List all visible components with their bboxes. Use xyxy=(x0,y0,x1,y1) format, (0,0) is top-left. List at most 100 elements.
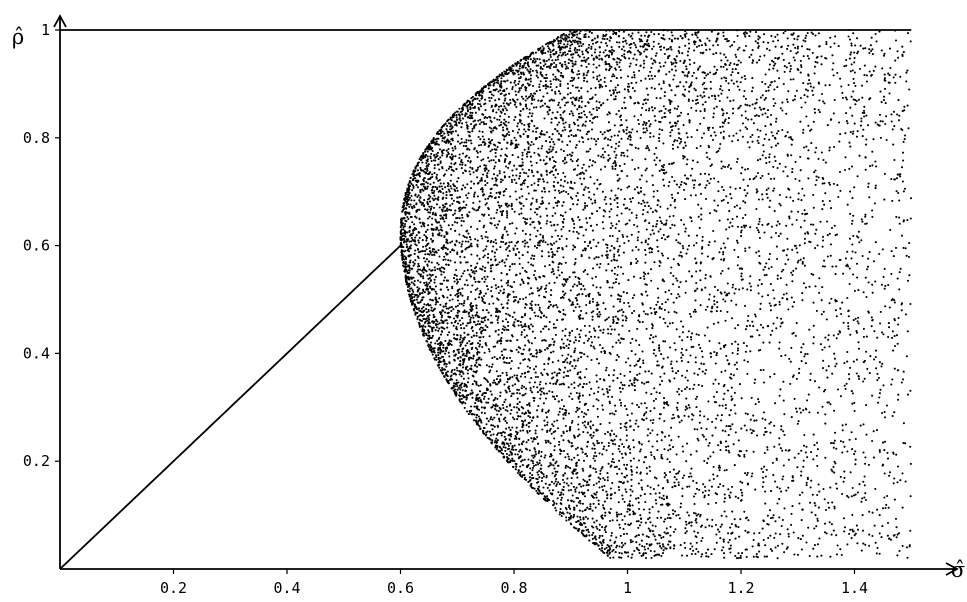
scatter-point xyxy=(487,420,490,423)
scatter-point xyxy=(832,62,835,65)
scatter-point xyxy=(731,140,734,143)
scatter-point xyxy=(906,104,909,107)
scatter-point xyxy=(731,510,734,513)
scatter-point xyxy=(445,371,448,374)
scatter-point xyxy=(846,122,849,125)
scatter-point xyxy=(799,120,802,123)
scatter-point xyxy=(476,365,479,368)
scatter-point xyxy=(619,534,622,537)
scatter-point xyxy=(583,353,586,356)
scatter-point xyxy=(669,534,672,537)
scatter-point xyxy=(831,265,834,268)
scatter-point xyxy=(576,520,579,523)
scatter-point xyxy=(619,422,622,425)
scatter-point xyxy=(709,164,712,168)
scatter-point xyxy=(881,362,884,365)
scatter-point xyxy=(728,538,731,541)
scatter-point xyxy=(686,74,689,77)
scatter-point xyxy=(658,159,661,162)
scatter-point xyxy=(640,40,644,43)
scatter-point xyxy=(566,67,570,70)
scatter-point xyxy=(787,535,790,538)
scatter-point xyxy=(768,68,771,71)
scatter-point xyxy=(833,460,836,463)
scatter-point xyxy=(462,377,465,380)
scatter-point xyxy=(786,248,789,251)
scatter-point xyxy=(452,149,455,152)
scatter-point xyxy=(893,367,896,370)
scatter-point xyxy=(725,112,728,115)
scatter-point xyxy=(658,128,661,131)
scatter-point xyxy=(463,299,466,303)
scatter-point xyxy=(612,305,615,308)
scatter-point xyxy=(495,441,498,444)
scatter-point xyxy=(475,359,478,362)
scatter-point xyxy=(618,459,621,462)
scatter-point xyxy=(769,283,772,286)
scatter-point xyxy=(575,40,578,43)
scatter-point xyxy=(406,216,409,219)
scatter-point xyxy=(497,204,501,207)
scatter-point xyxy=(544,80,547,83)
scatter-point xyxy=(508,222,511,225)
scatter-point xyxy=(631,158,634,162)
scatter-point xyxy=(909,217,912,220)
scatter-point xyxy=(565,516,568,519)
scatter-point xyxy=(812,86,815,89)
scatter-point xyxy=(589,505,592,508)
scatter-point xyxy=(883,410,886,414)
scatter-point xyxy=(602,227,605,230)
scatter-point xyxy=(602,393,605,396)
scatter-point xyxy=(846,543,849,546)
scatter-point xyxy=(841,91,844,94)
scatter-point xyxy=(605,449,608,452)
scatter-point xyxy=(427,324,430,327)
scatter-point xyxy=(423,250,427,253)
scatter-point xyxy=(707,457,710,460)
scatter-point xyxy=(853,57,856,60)
scatter-point xyxy=(520,86,523,90)
scatter-point xyxy=(638,543,641,546)
scatter-point xyxy=(768,422,771,425)
scatter-point xyxy=(449,250,452,254)
scatter-point xyxy=(520,387,523,390)
scatter-point xyxy=(524,99,527,102)
scatter-point xyxy=(884,284,887,287)
scatter-point xyxy=(434,329,437,332)
scatter-point xyxy=(421,319,424,322)
scatter-point xyxy=(905,546,909,549)
scatter-point xyxy=(451,369,454,372)
scatter-point xyxy=(599,469,602,472)
scatter-point xyxy=(602,328,605,331)
scatter-point xyxy=(456,251,459,254)
scatter-point xyxy=(581,317,584,320)
scatter-point xyxy=(417,279,420,282)
scatter-point xyxy=(575,36,578,39)
scatter-point xyxy=(700,207,703,210)
scatter-point xyxy=(407,269,410,272)
scatter-point xyxy=(673,224,676,227)
scatter-point xyxy=(702,116,705,120)
scatter-point xyxy=(837,195,840,199)
scatter-point xyxy=(820,299,823,302)
scatter-point xyxy=(429,304,432,307)
scatter-point xyxy=(767,89,770,92)
scatter-point xyxy=(577,459,580,462)
scatter-point xyxy=(428,318,431,321)
scatter-point xyxy=(708,298,711,301)
scatter-point xyxy=(656,204,659,207)
scatter-point xyxy=(493,379,496,382)
scatter-point xyxy=(520,352,523,355)
scatter-point xyxy=(454,155,457,158)
scatter-point xyxy=(649,486,652,489)
scatter-point xyxy=(438,344,442,347)
scatter-point xyxy=(504,120,507,123)
scatter-point xyxy=(437,249,440,252)
scatter-point xyxy=(687,415,690,418)
scatter-point xyxy=(629,488,632,491)
scatter-point xyxy=(772,97,775,101)
scatter-point xyxy=(577,501,580,504)
scatter-point xyxy=(439,132,443,135)
scatter-point xyxy=(812,206,815,209)
scatter-point xyxy=(632,41,635,44)
